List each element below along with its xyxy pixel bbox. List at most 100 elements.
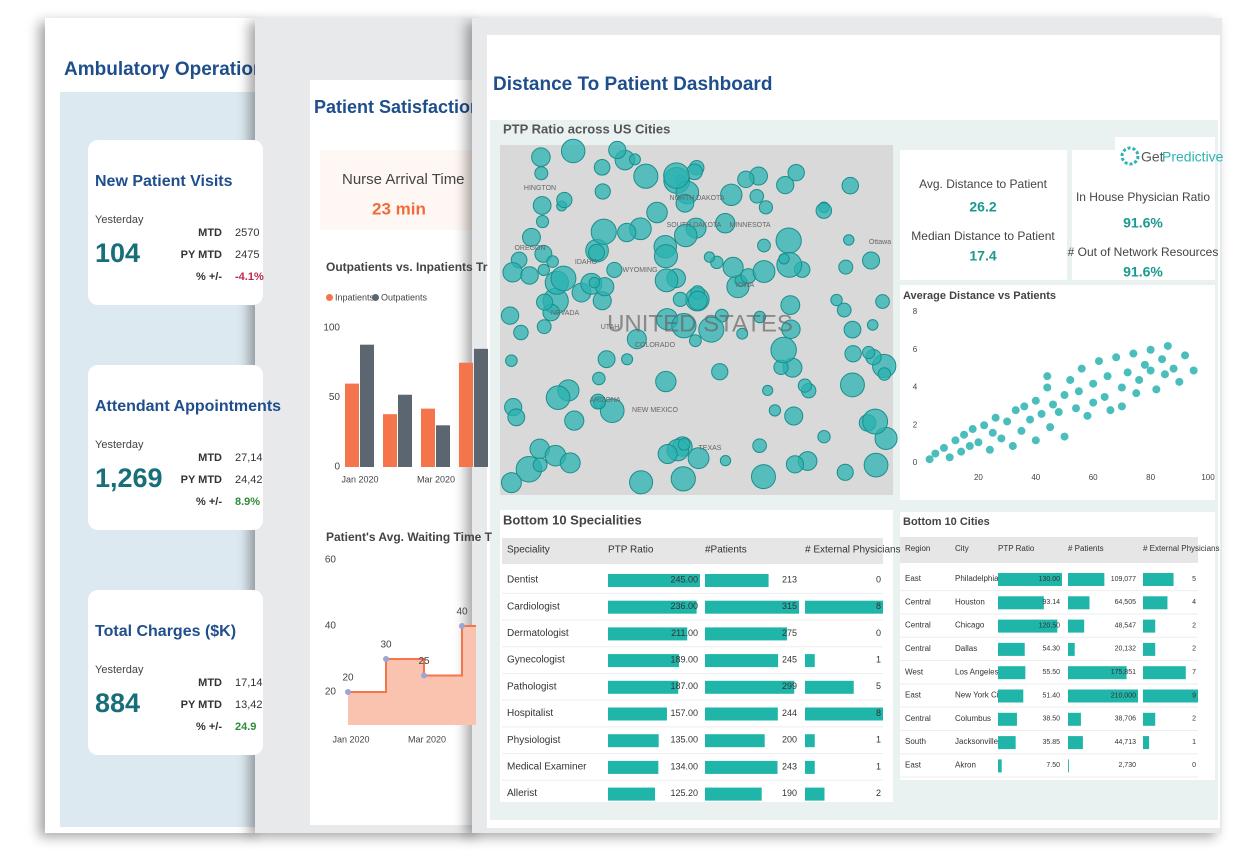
cell: Dentist	[507, 575, 538, 586]
point	[925, 455, 934, 464]
map-bubble	[629, 470, 654, 495]
row-value: 13,42	[235, 699, 263, 711]
point	[1103, 372, 1112, 381]
map-bubble	[830, 293, 843, 307]
x-tick-label: 100	[1201, 473, 1215, 482]
table-bar	[805, 600, 883, 614]
column-header: PTP Ratio	[998, 544, 1035, 553]
map-bubble	[556, 191, 573, 209]
kpi-label: # Out of Network Resources	[1068, 245, 1219, 259]
table-bar	[805, 760, 815, 774]
cell: 93.14	[1042, 599, 1060, 606]
point	[1117, 402, 1126, 411]
point	[1112, 353, 1121, 362]
bar	[398, 394, 412, 467]
period: Yesterday	[95, 214, 144, 226]
point	[1100, 392, 1109, 401]
map-label: MINNESOTA	[729, 222, 770, 229]
point	[1037, 409, 1046, 418]
point	[968, 425, 977, 434]
legend-label: Outpatients	[381, 292, 428, 302]
table-bar	[998, 736, 1016, 750]
kpi-value: 23 min	[372, 199, 426, 218]
row-label: PY MTD	[181, 699, 222, 711]
cell: 243	[782, 761, 797, 771]
cell: Central	[905, 714, 931, 723]
point	[1117, 383, 1126, 392]
table-bar	[705, 707, 778, 721]
point	[985, 445, 994, 454]
point	[931, 449, 940, 458]
map-bubble	[776, 175, 795, 195]
table-bar	[1068, 642, 1075, 656]
y-tick-label: 4	[913, 383, 918, 392]
table-bar	[608, 574, 700, 587]
table-bar	[998, 642, 1025, 656]
cell: Dallas	[955, 644, 977, 653]
cell: 135.00	[670, 735, 698, 745]
cell: Medical Examiner	[507, 762, 587, 773]
x-tick-label: Jan 2020	[332, 734, 369, 744]
point	[1175, 377, 1184, 386]
map-bubble	[785, 455, 805, 474]
point	[945, 453, 954, 462]
chart-title: Outpatients vs. Inpatients Tr	[326, 260, 488, 274]
table-bar	[998, 619, 1058, 633]
row-label: % +/-	[196, 271, 222, 283]
table-bar	[1143, 619, 1156, 633]
map-bubble	[590, 218, 617, 245]
y-tick-label: 20	[325, 687, 337, 698]
map-label: IDAHO	[575, 259, 598, 266]
kpi-label: In House Physician Ratio	[1076, 190, 1210, 204]
area	[348, 626, 476, 725]
map-bubble	[757, 238, 771, 253]
kpi-value: 884	[95, 688, 140, 718]
point	[1083, 411, 1092, 420]
row-value: 8.9%	[235, 496, 260, 508]
table-bar	[705, 600, 799, 614]
cell: 315	[782, 601, 797, 611]
point	[991, 413, 1000, 422]
table-bar	[705, 574, 769, 587]
cell: 2	[1192, 646, 1196, 653]
table-bar	[805, 680, 854, 694]
map-label: COLORADO	[635, 342, 676, 349]
table-title: Bottom 10 Specialities	[503, 512, 642, 527]
logo-bg	[1115, 137, 1215, 177]
map-bubble	[715, 213, 736, 234]
cell: 236.00	[670, 601, 698, 611]
cell: 130.00	[1039, 576, 1061, 583]
table-bar	[805, 787, 825, 801]
kpi-value: 1,269	[95, 463, 163, 493]
map-bubble	[843, 234, 855, 246]
table-bar	[705, 654, 779, 668]
kpi-value: 17.4	[969, 248, 996, 264]
table-bar	[1143, 596, 1168, 610]
kpi-value: 26.2	[969, 199, 996, 215]
table-bar	[705, 787, 762, 801]
cell: Central	[905, 621, 931, 630]
map-label: NEW MEXICO	[632, 407, 678, 414]
point	[1060, 391, 1069, 400]
cell: 1	[1192, 739, 1196, 746]
map-bubble	[536, 319, 552, 335]
cell: 4	[1192, 599, 1196, 606]
cell: 245	[782, 654, 797, 664]
table-bar	[705, 760, 778, 774]
point	[1169, 364, 1178, 373]
data-label: 40	[456, 607, 468, 618]
data-label: 20	[342, 673, 354, 684]
legend-label: Inpatients	[335, 292, 375, 302]
cell: 8	[876, 601, 881, 611]
chart-title: Patient's Avg. Waiting Time T	[326, 530, 493, 544]
point	[1071, 404, 1080, 413]
map-bubble	[778, 253, 790, 265]
cell: East	[905, 574, 922, 583]
map-bubble	[617, 222, 637, 243]
map-bubble	[753, 310, 767, 324]
table-bar	[1143, 736, 1150, 750]
map-bubble	[608, 140, 627, 160]
point	[1135, 375, 1144, 384]
title: Patient Satisfaction	[314, 97, 481, 117]
map-label: NEVADA	[551, 310, 580, 317]
